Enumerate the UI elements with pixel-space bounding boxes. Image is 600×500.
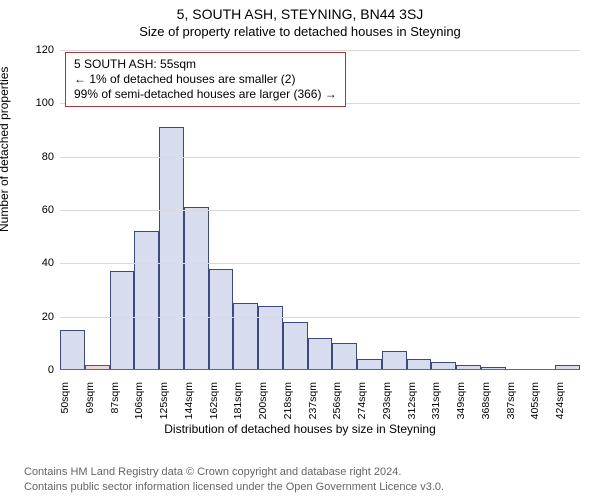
x-tick-label: 312sqm xyxy=(406,382,418,419)
y-tick-label: 60 xyxy=(42,204,60,216)
x-tick-label: 162sqm xyxy=(208,382,220,419)
y-tick-label: 100 xyxy=(36,97,60,109)
x-tick-label: 87sqm xyxy=(109,382,121,414)
grid-line xyxy=(60,317,580,318)
x-tick-label: 387sqm xyxy=(505,382,517,419)
histogram-bar xyxy=(110,271,135,370)
y-axis-label: Number of detached properties xyxy=(0,67,11,232)
y-tick-label: 0 xyxy=(48,364,60,376)
histogram-bar xyxy=(159,127,184,370)
histogram-bar xyxy=(233,303,258,370)
x-tick-label: 181sqm xyxy=(232,382,244,419)
info-line: 99% of semi-detached houses are larger (… xyxy=(74,87,337,102)
x-tick-label: 349sqm xyxy=(455,382,467,419)
x-tick-label: 200sqm xyxy=(257,382,269,419)
histogram-bar xyxy=(209,269,234,370)
histogram-bar xyxy=(382,351,407,370)
chart-subtitle: Size of property relative to detached ho… xyxy=(0,22,600,39)
histogram-bar xyxy=(134,231,159,370)
x-tick-label: 293sqm xyxy=(381,382,393,419)
x-tick-label: 50sqm xyxy=(59,382,71,414)
histogram-bar xyxy=(60,330,85,370)
chart: Number of detached properties 0204060801… xyxy=(0,42,600,422)
y-tick-label: 80 xyxy=(42,151,60,163)
grid-line xyxy=(60,263,580,264)
x-tick-label: 331sqm xyxy=(430,382,442,419)
y-tick-label: 40 xyxy=(42,257,60,269)
page-title: 5, SOUTH ASH, STEYNING, BN44 3SJ xyxy=(0,0,600,22)
grid-line xyxy=(60,50,580,51)
x-tick-label: 256sqm xyxy=(331,382,343,419)
x-tick-label: 405sqm xyxy=(529,382,541,419)
x-tick-label: 144sqm xyxy=(183,382,195,419)
histogram-bar xyxy=(184,207,209,370)
y-tick-label: 120 xyxy=(36,44,60,56)
footer: Contains HM Land Registry data © Crown c… xyxy=(0,465,600,494)
x-tick-label: 424sqm xyxy=(554,382,566,419)
plot-area: 02040608010012050sqm69sqm87sqm106sqm125s… xyxy=(60,50,580,370)
histogram-bar xyxy=(258,306,283,370)
x-axis-label: Distribution of detached houses by size … xyxy=(0,422,600,436)
info-line: ← 1% of detached houses are smaller (2) xyxy=(74,72,337,87)
histogram-bar xyxy=(332,343,357,370)
x-tick-label: 125sqm xyxy=(158,382,170,419)
grid-line xyxy=(60,210,580,211)
histogram-bar xyxy=(283,322,308,370)
x-tick-label: 274sqm xyxy=(356,382,368,419)
footer-line: Contains HM Land Registry data © Crown c… xyxy=(24,465,600,479)
histogram-bar xyxy=(308,338,333,370)
x-axis-line xyxy=(60,369,580,370)
grid-line xyxy=(60,157,580,158)
x-tick-label: 69sqm xyxy=(84,382,96,414)
x-tick-label: 368sqm xyxy=(480,382,492,419)
footer-line: Contains public sector information licen… xyxy=(24,480,600,494)
x-tick-label: 237sqm xyxy=(307,382,319,419)
info-line: 5 SOUTH ASH: 55sqm xyxy=(74,57,337,72)
info-box: 5 SOUTH ASH: 55sqm ← 1% of detached hous… xyxy=(65,52,346,107)
y-tick-label: 20 xyxy=(42,311,60,323)
x-tick-label: 218sqm xyxy=(282,382,294,419)
x-tick-label: 106sqm xyxy=(133,382,145,419)
